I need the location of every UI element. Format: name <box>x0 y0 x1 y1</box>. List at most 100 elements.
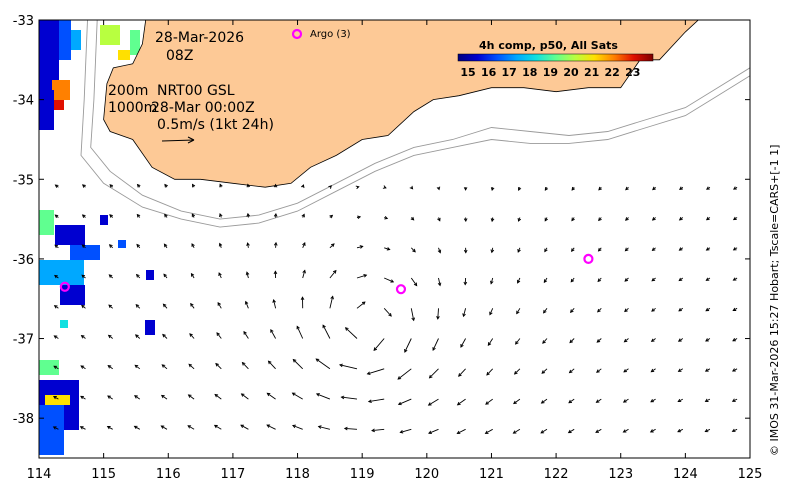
current-vector-head <box>625 217 629 221</box>
depth-1000-label: 1000m <box>108 100 157 116</box>
current-vector-head <box>517 187 522 191</box>
current-vector-head <box>273 241 278 246</box>
current-vector-head <box>244 300 249 305</box>
current-vector-head <box>109 184 114 188</box>
current-vector <box>107 395 113 400</box>
current-vector <box>568 428 575 433</box>
current-vector-head <box>399 429 404 434</box>
hour-label: 08Z <box>166 48 193 64</box>
current-vector-head <box>706 186 710 190</box>
australia-land <box>103 20 699 188</box>
x-tick-label: 122 <box>544 467 569 482</box>
current-vector-head <box>187 394 192 398</box>
y-tick-label: -33 <box>13 14 34 29</box>
current-vector <box>437 308 439 319</box>
x-tick-label: 119 <box>350 467 375 482</box>
y-tick-label: -37 <box>13 333 34 348</box>
current-vector-head <box>705 277 710 281</box>
current-vector-head <box>650 398 655 403</box>
current-vector-head <box>490 280 494 285</box>
current-vector-head <box>243 330 247 335</box>
current-vector-head <box>412 248 416 253</box>
current-vector-head <box>241 361 246 366</box>
current-vector-head <box>458 373 462 377</box>
current-vector-head <box>108 304 112 309</box>
current-vector-head <box>108 244 113 248</box>
date-label: 28-Mar-2026 <box>155 30 244 46</box>
current-vector-head <box>568 369 573 374</box>
current-vector <box>487 338 494 346</box>
current-vector-head <box>651 217 656 221</box>
current-vector <box>513 428 521 434</box>
current-vector-head <box>731 428 736 433</box>
current-vector-head <box>330 295 334 300</box>
current-vector-head <box>624 278 629 282</box>
current-vector <box>513 398 521 404</box>
current-vector-head <box>191 243 195 247</box>
current-vector-head <box>164 183 168 188</box>
current-vector-head <box>81 184 86 188</box>
current-vector-head <box>190 302 194 307</box>
current-vector <box>187 425 195 430</box>
current-vector-head <box>162 303 167 308</box>
current-vector-head <box>388 312 392 317</box>
current-vector-head <box>571 248 575 252</box>
current-vector-head <box>317 425 322 429</box>
current-vector-head <box>517 217 522 222</box>
isobath-200m <box>90 20 750 220</box>
current-vector-head <box>214 393 219 398</box>
current-vector-head <box>490 187 495 192</box>
current-vector <box>400 428 412 433</box>
sst-patch <box>39 405 64 455</box>
current-vector-head <box>163 273 167 278</box>
current-vector-head <box>623 369 628 373</box>
current-vector <box>596 398 602 403</box>
current-vector-head <box>53 335 58 339</box>
x-tick-label: 116 <box>156 467 181 482</box>
current-vector-head <box>109 214 113 218</box>
current-vector-head <box>595 399 600 403</box>
current-vector-head <box>484 430 489 434</box>
x-tick-label: 115 <box>91 467 116 482</box>
current-vector-head <box>79 426 84 430</box>
current-vector <box>356 274 367 279</box>
current-vector <box>542 338 548 344</box>
current-vector <box>384 247 390 251</box>
current-vector <box>458 368 466 377</box>
current-vector <box>410 308 415 321</box>
current-vector <box>516 308 521 314</box>
current-vector-head <box>597 247 602 252</box>
current-vector <box>384 277 394 283</box>
current-vector-head <box>540 430 545 434</box>
current-vector <box>302 270 306 279</box>
current-vector-head <box>266 392 271 397</box>
current-vector-head <box>53 365 58 370</box>
current-vector-head <box>652 186 656 191</box>
current-vector-head <box>515 341 519 345</box>
current-vector-head <box>677 429 682 433</box>
current-vector-head <box>53 305 58 309</box>
current-vector-head <box>384 215 389 220</box>
current-vector-head <box>357 215 362 220</box>
current-vector-head <box>649 429 654 433</box>
current-vector <box>515 338 521 345</box>
current-vector <box>428 428 439 434</box>
current-vector-head <box>463 249 468 254</box>
current-vector-head <box>218 242 223 247</box>
current-vector-head <box>571 186 575 191</box>
x-tick-label: 124 <box>673 467 698 482</box>
current-vector <box>463 308 467 317</box>
current-vector-head <box>291 392 296 396</box>
current-vector-head <box>135 304 140 308</box>
plot-frame <box>38 19 751 459</box>
current-vector-head <box>624 247 629 252</box>
current-vector-head <box>460 344 464 348</box>
current-vector-head <box>485 401 489 405</box>
current-vector-head <box>409 185 414 190</box>
current-vector <box>514 368 521 375</box>
colorbar-title: 4h comp, p50, All Sats <box>479 39 618 52</box>
current-vector <box>161 395 168 400</box>
current-vector-head <box>133 425 138 430</box>
current-vector-head <box>596 339 601 343</box>
current-vector <box>292 359 304 370</box>
